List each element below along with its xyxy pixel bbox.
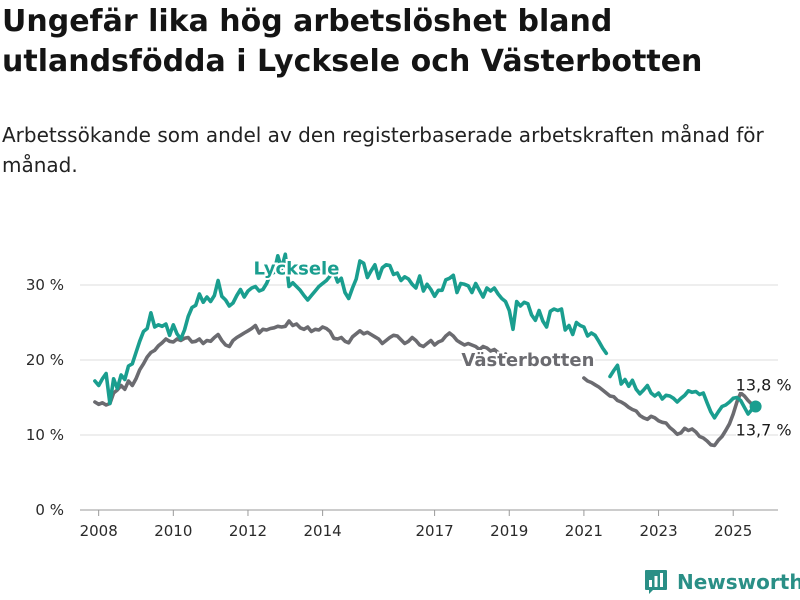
end-value-vasterbotten: 13,7 %	[736, 420, 792, 439]
y-tick-label: 20 %	[26, 351, 64, 369]
x-tick-label: 2014	[304, 522, 342, 540]
x-tick-label: 2019	[490, 522, 528, 540]
x-tick-label: 2021	[565, 522, 603, 540]
x-tick-label: 2010	[154, 522, 192, 540]
brand-name: Newsworthy	[677, 570, 800, 594]
series-line-lycksele	[608, 363, 758, 420]
newsworthy-brand: Newsworthy	[644, 569, 800, 595]
x-tick-label: 2008	[80, 522, 118, 540]
y-tick-label: 10 %	[26, 426, 64, 444]
x-tick-label: 2025	[714, 522, 752, 540]
chart-title: Ungefär lika hög arbetslöshet bland utla…	[2, 4, 703, 79]
x-axis-ticks: 2008 2010 2012 2014 2017 2019 2021 2023 2025	[80, 510, 752, 540]
y-tick-label: 30 %	[26, 276, 64, 294]
chart-subtitle: Arbetssökande som andel av den registerb…	[2, 123, 764, 177]
y-tick-label: 0 %	[35, 501, 64, 519]
series-label-vsterbotten: Västerbotten	[461, 350, 594, 371]
series-line-vsterbotten	[582, 376, 758, 448]
series-label-lycksele: Lycksele	[254, 259, 340, 280]
end-point-lycksele	[749, 400, 762, 413]
series-line-lycksele	[93, 252, 609, 406]
series-labels: Lycksele Västerbotten 13,8 % 13,7 %	[252, 257, 794, 441]
x-tick-label: 2023	[639, 522, 677, 540]
x-tick-label: 2012	[229, 522, 267, 540]
series-line-vsterbotten	[93, 319, 508, 407]
series-lines	[93, 252, 762, 448]
y-axis-ticks: 0 % 10 % 20 % 30 %	[26, 276, 64, 519]
bar-chart-logo-icon	[645, 570, 667, 594]
x-tick-label: 2017	[416, 522, 454, 540]
end-value-lycksele: 13,8 %	[736, 376, 792, 395]
